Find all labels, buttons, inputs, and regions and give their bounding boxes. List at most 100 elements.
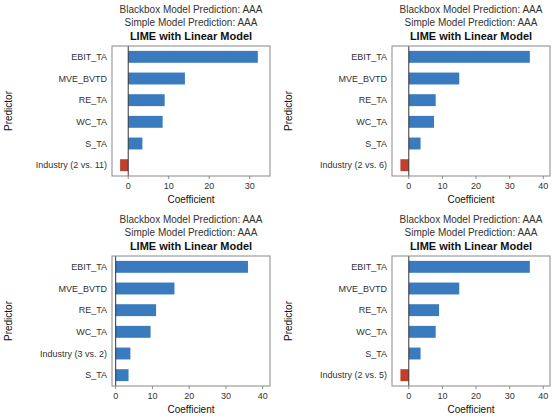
y-tick-label: WC_TA [356, 327, 387, 337]
plot-frame [392, 256, 550, 386]
bar [409, 94, 436, 106]
bars [400, 46, 529, 176]
bar [116, 304, 156, 316]
x-tick [189, 386, 190, 389]
title: LIME with Linear Model [410, 30, 532, 42]
bar [409, 51, 530, 63]
y-tick-label: EBIT_TA [71, 262, 107, 272]
y-axis-label: Predictor [283, 300, 294, 341]
x-tick-label: 40 [538, 391, 548, 401]
x-tick-label: 10 [164, 181, 174, 191]
plot-frame [112, 256, 270, 386]
subtitle: Blackbox Model Prediction: AAA [400, 214, 543, 225]
y-tick-label: RE_TA [359, 305, 387, 315]
bar [116, 348, 131, 360]
subtitle: Simple Model Prediction: AAA [405, 227, 538, 238]
x-axis-label: Coefficient [167, 404, 214, 415]
title: LIME with Linear Model [130, 240, 252, 252]
y-tick-label: MVE_BVTD [58, 284, 107, 294]
x-tick-label: 30 [505, 181, 515, 191]
y-axis-label: Predictor [283, 90, 294, 131]
x-tick [225, 386, 226, 389]
title: LIME with Linear Model [410, 240, 532, 252]
title: LIME with Linear Model [130, 30, 252, 42]
x-tick [476, 176, 477, 179]
x-axis-label: Coefficient [447, 194, 494, 205]
y-tick-label: RE_TA [359, 95, 387, 105]
x-tick [152, 386, 153, 389]
x-tick-label: 30 [221, 391, 231, 401]
x-tick [476, 386, 477, 389]
subtitle: Blackbox Model Prediction: AAA [120, 4, 263, 15]
bar [128, 73, 185, 85]
x-tick [209, 176, 210, 179]
y-tick-label: EBIT_TA [71, 52, 107, 62]
bar [128, 138, 142, 150]
x-tick-label: 20 [471, 391, 481, 401]
panel: Blackbox Model Prediction: AAA Simple Mod… [283, 4, 550, 205]
x-axis-label: Coefficient [167, 194, 214, 205]
y-tick-label: RE_TA [79, 95, 107, 105]
x-tick-label: 20 [184, 391, 194, 401]
y-tick-label: MVE_BVTD [338, 74, 387, 84]
y-tick-label: WC_TA [356, 117, 387, 127]
x-tick [543, 386, 544, 389]
bar [120, 159, 128, 171]
y-tick-label: S_TA [85, 139, 107, 149]
y-tick-label: Industry (2 vs. 11) [36, 160, 107, 170]
x-tick-label: 20 [204, 181, 214, 191]
bar [400, 369, 408, 381]
x-tick-label: 0 [406, 181, 411, 191]
x-tick [509, 386, 510, 389]
bars [116, 256, 248, 386]
bar [409, 73, 459, 85]
bar [128, 51, 258, 63]
x-axis-label: Coefficient [447, 404, 494, 415]
subtitle: Simple Model Prediction: AAA [125, 227, 258, 238]
x-tick-label: 0 [406, 391, 411, 401]
y-tick-label: MVE_BVTD [338, 284, 387, 294]
x-tick [262, 386, 263, 389]
y-axis-label: Predictor [3, 300, 14, 341]
subtitle: Simple Model Prediction: AAA [125, 17, 258, 28]
y-tick-label: EBIT_TA [351, 262, 387, 272]
bar [409, 138, 421, 150]
y-tick-label: RE_TA [79, 305, 107, 315]
plot-frame [112, 46, 270, 176]
x-tick [442, 176, 443, 179]
bars [400, 256, 529, 386]
x-tick-label: 40 [538, 181, 548, 191]
panel: Blackbox Model Prediction: AAA Simple Mod… [3, 4, 270, 205]
subtitle: Blackbox Model Prediction: AAA [400, 4, 543, 15]
x-tick-label: 40 [258, 391, 268, 401]
x-tick-label: 30 [505, 391, 515, 401]
x-tick-label: 10 [147, 391, 157, 401]
x-tick-label: 0 [113, 391, 118, 401]
y-tick-label: EBIT_TA [351, 52, 387, 62]
y-axis-label: Predictor [3, 90, 14, 131]
y-tick-label: S_TA [365, 349, 387, 359]
x-tick [408, 176, 409, 179]
bar [409, 283, 459, 295]
bar [116, 369, 129, 381]
figure: Blackbox Model Prediction: AAA Simple Mod… [0, 0, 560, 420]
x-tick [115, 386, 116, 389]
bar [116, 283, 175, 295]
x-tick [509, 176, 510, 179]
zero-line [408, 256, 409, 386]
y-tick-label: Industry (2 vs. 5) [320, 370, 387, 380]
bar [409, 261, 530, 273]
zero-line [408, 46, 409, 176]
x-tick [543, 176, 544, 179]
panel: Blackbox Model Prediction: AAA Simple Mod… [283, 214, 550, 415]
subtitle: Simple Model Prediction: AAA [405, 17, 538, 28]
x-tick-label: 0 [126, 181, 131, 191]
bar [409, 304, 439, 316]
panel: Blackbox Model Prediction: AAASimple Mod… [3, 214, 270, 415]
x-tick-label: 10 [437, 181, 447, 191]
y-tick-label: S_TA [365, 139, 387, 149]
x-tick [442, 386, 443, 389]
y-tick-label: Industry (3 vs. 2) [40, 349, 107, 359]
plot-frame [392, 46, 550, 176]
x-tick-label: 10 [437, 391, 447, 401]
